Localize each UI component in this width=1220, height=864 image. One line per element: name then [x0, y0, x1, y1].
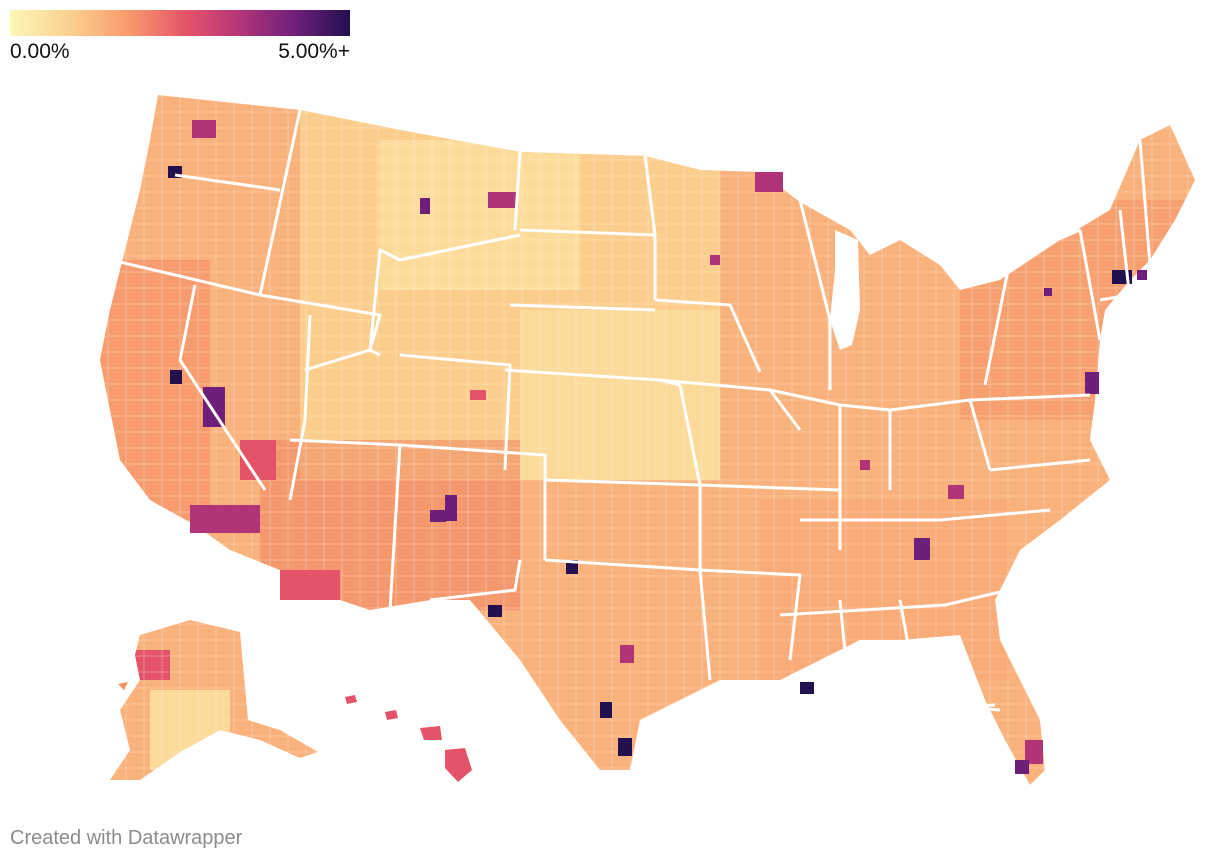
legend-labels: 0.00% 5.00%+	[10, 36, 350, 64]
state-borders	[119, 109, 1161, 712]
hawaii-maui	[420, 726, 442, 740]
hawaii[interactable]	[345, 695, 472, 782]
county-hotspots	[168, 120, 1147, 774]
datawrapper-credit[interactable]: Created with Datawrapper	[10, 827, 243, 849]
map-svg[interactable]	[0, 80, 1220, 800]
lake-michigan	[830, 230, 860, 350]
hawaii-kauai	[345, 695, 357, 704]
legend-max-label: 5.00%+	[278, 40, 350, 63]
color-legend: 0.00% 5.00%+	[10, 10, 350, 64]
legend-min-label: 0.00%	[10, 40, 70, 63]
hawaii-big-island	[445, 748, 472, 782]
us-county-map[interactable]	[0, 80, 1220, 800]
hawaii-oahu	[385, 710, 398, 720]
legend-gradient-bar	[10, 10, 350, 36]
